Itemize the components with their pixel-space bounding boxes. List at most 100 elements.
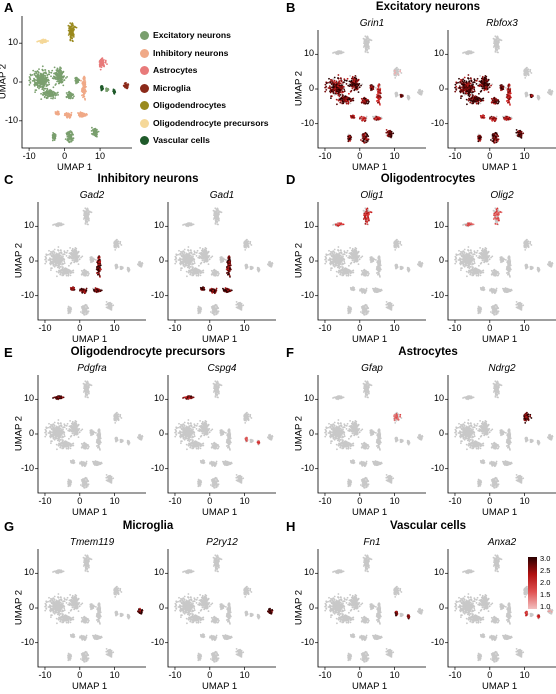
cell-point — [344, 97, 346, 99]
legend-swatch — [140, 83, 149, 93]
cell-point — [515, 129, 518, 131]
cell-point — [57, 94, 59, 96]
cell-point — [68, 25, 71, 28]
cell-point — [458, 86, 461, 89]
cell-point — [481, 87, 484, 90]
cell-point — [48, 95, 51, 98]
cell-point — [84, 90, 87, 93]
cell-point — [48, 257, 51, 259]
cell-point — [516, 131, 519, 134]
cell-point — [508, 102, 511, 105]
cell-point — [498, 47, 500, 50]
cell-point — [487, 84, 490, 87]
cell-point — [338, 80, 341, 82]
cell-point — [50, 71, 53, 74]
cell-point — [70, 130, 73, 133]
cell-point — [475, 102, 478, 105]
cell-point — [385, 129, 388, 131]
cell-point — [505, 117, 507, 120]
cell-point — [332, 78, 334, 81]
cell-point — [463, 76, 466, 79]
umap-gad2-axes — [37, 202, 146, 321]
cell-point — [36, 40, 39, 43]
cell-point — [45, 80, 48, 82]
cell-point — [55, 252, 58, 255]
cell-point — [493, 117, 496, 120]
cell-point — [39, 74, 42, 76]
cell-point — [51, 258, 53, 261]
cell-point — [476, 97, 478, 100]
cell-point — [481, 75, 484, 78]
panel-title-d: Oligodentrocytes — [300, 173, 556, 185]
cell-point — [479, 102, 482, 105]
cell-point — [377, 87, 380, 90]
cell-point — [507, 91, 509, 94]
cell-point — [58, 70, 61, 73]
cell-point — [360, 139, 362, 141]
cell-point — [40, 83, 42, 86]
cell-point — [347, 140, 350, 143]
cell-point — [469, 101, 472, 104]
cell-point — [349, 102, 352, 105]
cell-point — [336, 85, 339, 87]
umap-grin1-ylabel: UMAP 2 — [294, 64, 305, 114]
cell-point — [492, 46, 495, 48]
cell-point — [366, 140, 369, 142]
cell-point — [393, 74, 396, 77]
panel-letter-d: D — [286, 172, 295, 187]
cell-point — [417, 91, 419, 94]
cell-point — [337, 94, 340, 96]
cell-point — [38, 80, 41, 83]
cell-point — [525, 74, 527, 77]
cell-point — [122, 84, 125, 87]
cell-point — [43, 77, 45, 80]
cell-point — [100, 66, 103, 69]
cell-point — [352, 82, 354, 84]
cell-point — [83, 92, 86, 94]
cell-point — [33, 77, 35, 80]
cell-point — [327, 81, 329, 84]
cell-point — [483, 78, 486, 81]
legend-label: Oligodendrocytes — [153, 100, 226, 110]
cell-point — [356, 83, 359, 85]
cell-point — [350, 98, 352, 100]
cell-point — [351, 75, 354, 78]
cell-point — [336, 103, 338, 106]
cell-point — [473, 99, 475, 101]
cell-point — [45, 76, 48, 79]
cell-point — [34, 89, 37, 91]
cell-point — [63, 250, 66, 252]
cell-point — [64, 138, 67, 140]
cell-point — [93, 133, 95, 136]
cell-point — [366, 46, 369, 49]
cell-point — [71, 27, 74, 30]
cell-point — [342, 96, 345, 99]
cell-point — [480, 80, 482, 83]
cell-point — [378, 98, 380, 100]
cell-point — [375, 117, 377, 120]
cell-point — [481, 99, 483, 102]
cell-point — [377, 83, 380, 86]
cell-point — [480, 98, 482, 100]
cell-point — [377, 94, 380, 97]
cell-point — [101, 57, 104, 60]
umap-grin1-ytick-label: 0 — [294, 83, 314, 93]
panel-title-e: Oligodendrocyte precursors — [20, 346, 276, 358]
cell-point — [524, 77, 527, 79]
cell-point — [520, 137, 523, 139]
cell-point — [526, 73, 529, 76]
cell-point — [340, 97, 343, 100]
cell-point — [465, 92, 468, 95]
legend-entry: Oligodendrocyte precursors — [140, 118, 269, 128]
cell-point — [505, 96, 508, 98]
cell-point — [361, 119, 364, 122]
cell-point — [341, 84, 343, 86]
cell-point — [84, 97, 86, 100]
cell-point — [508, 91, 511, 94]
cell-point — [393, 72, 396, 75]
cell-point — [343, 88, 346, 91]
cell-point — [463, 93, 466, 96]
cell-point — [465, 51, 467, 54]
cell-point — [481, 98, 484, 100]
cell-point — [375, 96, 378, 98]
